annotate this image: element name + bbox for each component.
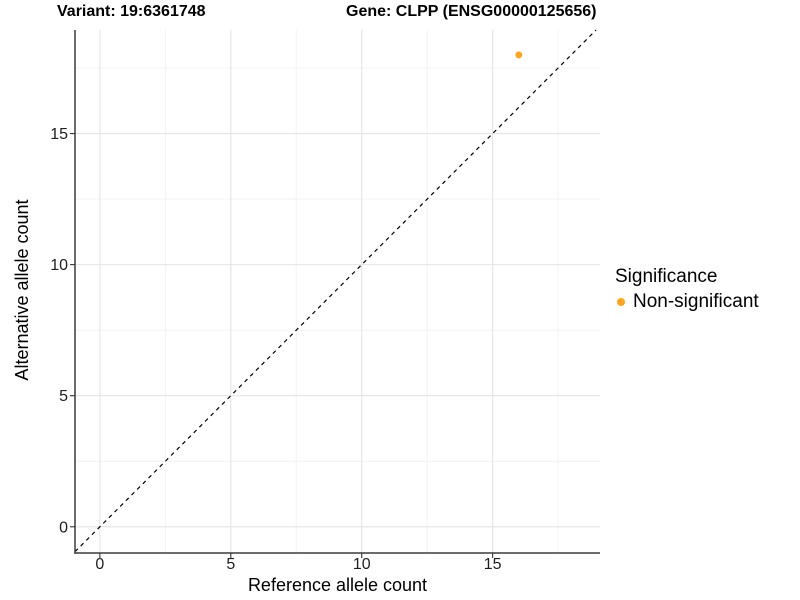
y-tick-label: 5 [59,388,68,405]
plot-title-gene: Gene: CLPP (ENSG00000125656) [346,3,597,20]
identity-line [74,29,597,553]
legend-entry: Non-significant [615,291,759,313]
legend-entry-label: Non-significant [633,291,759,312]
y-tick-label: 10 [50,257,68,274]
legend-point-icon [617,298,625,306]
y-tick-label: 0 [59,519,68,536]
plot-title-variant: Variant: 19:6361748 [57,3,206,20]
x-tick-label: 0 [95,556,104,573]
y-tick-label: 15 [50,126,68,143]
x-tick-label: 5 [226,556,235,573]
data-point [515,51,523,59]
x-tick-label: 15 [484,556,502,573]
x-tick-label: 10 [353,556,371,573]
legend-title: Significance [615,266,718,287]
y-axis-title: Alternative allele count [12,199,32,381]
x-axis-title: Reference allele count [247,575,428,595]
legend: Significance Non-significant [615,266,759,313]
